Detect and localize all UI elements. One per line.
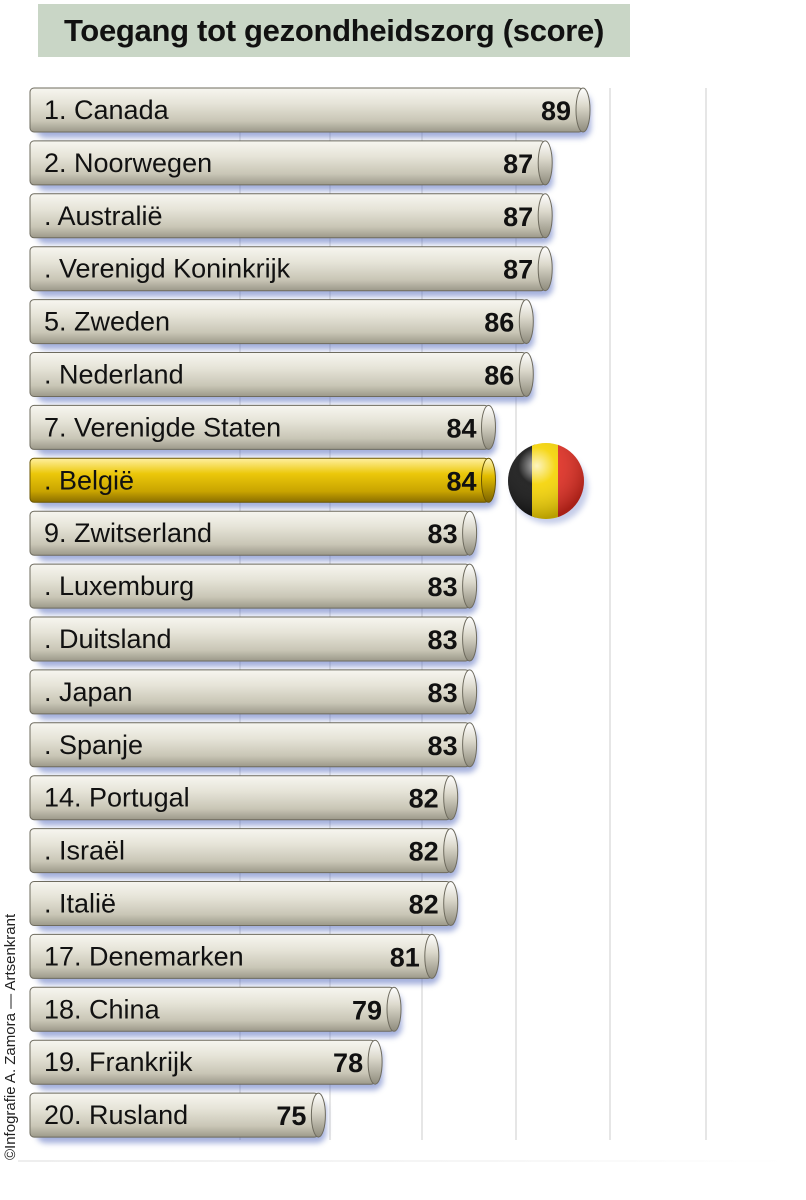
bar-value: 87	[503, 149, 533, 179]
bar-row: 17. Denemarken 81	[29, 933, 440, 985]
bar-row: . Duitsland 83	[29, 616, 478, 667]
bar-row: . Italië 82	[29, 881, 459, 932]
bar-label: . België	[44, 465, 134, 495]
bar-end-cap	[575, 87, 591, 133]
bar-value: 81	[390, 942, 420, 972]
bar-label: . Japan	[44, 677, 133, 707]
bar-row: . Verenigd Koninkrijk 87	[29, 246, 554, 297]
bar-row: 1. Canada 89	[29, 87, 591, 138]
bar-row: 20. Rusland 75	[29, 1092, 327, 1144]
bar-row: 5. Zweden 86	[29, 299, 535, 350]
bar-end-cap	[518, 299, 534, 345]
bar-end-cap	[462, 510, 478, 556]
bar-end-cap	[443, 828, 459, 874]
bar-value: 83	[428, 625, 458, 655]
bar-end-cap	[462, 722, 478, 768]
bar-end-cap	[367, 1039, 383, 1085]
bar-label: . Verenigd Koninkrijk	[44, 254, 291, 284]
bar-end-cap	[462, 563, 478, 609]
bar-label: 14. Portugal	[44, 783, 190, 813]
bar-row: 19. Frankrijk 78	[29, 1039, 384, 1091]
bar-value: 86	[484, 308, 514, 338]
bar-label: 18. China	[44, 994, 161, 1024]
bar-label: 9. Zwitserland	[44, 518, 212, 548]
bar-label: . Spanje	[44, 730, 143, 760]
bar-value: 84	[446, 466, 476, 496]
bar-row: 2. Noorwegen 87	[29, 140, 554, 191]
bar-label: 19. Frankrijk	[44, 1047, 193, 1077]
bar-end-cap	[443, 775, 459, 821]
bar-end-cap	[424, 933, 440, 979]
bar-row: . Nederland 86	[29, 352, 535, 403]
bar-value: 86	[484, 361, 514, 391]
bar-end-cap	[462, 616, 478, 662]
bar-value: 83	[428, 519, 458, 549]
bar-end-cap	[537, 246, 553, 292]
chart-title: Toegang tot gezondheidszorg (score)	[63, 12, 605, 48]
bar-end-cap	[462, 669, 478, 715]
bar-label: . Nederland	[44, 360, 184, 390]
bar-value: 82	[409, 890, 439, 920]
bar-label: 7. Verenigde Staten	[44, 412, 281, 442]
bar-value: 82	[409, 837, 439, 867]
bar-end-cap	[481, 404, 496, 450]
bar-value: 83	[428, 678, 458, 708]
bar-label: . Duitsland	[44, 624, 172, 654]
bar-label: 1. Canada	[44, 95, 170, 125]
bar-row: . Spanje 83	[29, 722, 478, 773]
chart-title-box: Toegang tot gezondheidszorg (score)	[38, 4, 630, 57]
bar-value: 79	[352, 995, 382, 1025]
bar-row: 14. Portugal 82	[29, 775, 459, 826]
bar-end-cap	[537, 193, 553, 239]
bars-group: 1. Canada 892. Noorwegen 87. Australië 87. …	[29, 87, 591, 1144]
baseline	[18, 1160, 788, 1162]
bar-value: 75	[276, 1101, 306, 1131]
bar-value: 83	[428, 572, 458, 602]
bar-value: 87	[503, 255, 533, 285]
bar-row: . Israël 82	[29, 828, 459, 879]
bar-value: 84	[446, 413, 476, 443]
bar-end-cap	[518, 352, 534, 397]
bar-label: . Israël	[44, 836, 125, 866]
bar-end-cap	[481, 457, 496, 503]
bar-label: 20. Rusland	[44, 1100, 188, 1130]
belgian-flag-sphere-icon	[508, 443, 588, 524]
bar-row: 18. China 79	[29, 986, 402, 1038]
bar-row: . Australië 87	[29, 193, 554, 244]
bar-value: 82	[409, 784, 439, 814]
bar-row: . Japan 83	[29, 669, 478, 720]
bar-value: 83	[428, 731, 458, 761]
bar-label: . Australië	[44, 201, 163, 231]
bar-label: 17. Denemarken	[44, 941, 244, 971]
bar-label: . Luxemburg	[44, 571, 194, 601]
bar-value: 87	[503, 202, 533, 232]
bar-row: . België 84	[29, 457, 497, 509]
credit-text: ©Infografie A. Zamora — Artsenkrant	[2, 913, 19, 1160]
bar-end-cap	[310, 1092, 326, 1138]
bar-value: 89	[541, 96, 571, 126]
bar-end-cap	[386, 986, 402, 1032]
bar-label: 5. Zweden	[44, 307, 170, 337]
bar-row: . Luxemburg 83	[29, 563, 478, 615]
bar-row: 9. Zwitserland 83	[29, 510, 478, 562]
bar-label: 2. Noorwegen	[44, 148, 212, 178]
bar-row: 7. Verenigde Staten 84	[29, 404, 497, 456]
bar-end-cap	[537, 140, 553, 186]
bar-label: . Italië	[44, 889, 116, 919]
bar-end-cap	[443, 881, 459, 926]
bar-value: 78	[333, 1048, 363, 1078]
